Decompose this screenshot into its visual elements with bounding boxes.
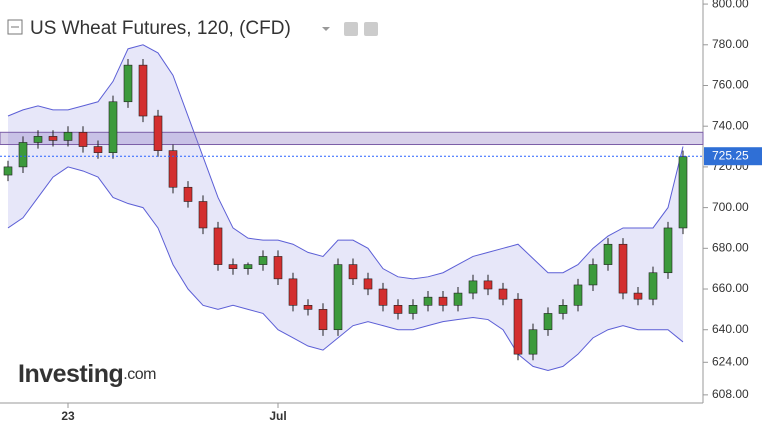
candle-body [273,256,283,280]
candle-body [48,136,58,141]
candle-body [498,288,508,300]
candle-body [303,305,313,310]
x-tick-label: 23 [61,409,75,423]
candle-body [168,150,178,188]
y-tick-label: 608.00 [712,387,749,401]
candle-body [153,115,163,151]
candle-body [213,227,223,265]
candle-body [453,292,463,306]
candle-body [378,288,388,306]
candle-body [78,131,88,147]
candle-body [243,264,253,269]
resistance-zone [0,131,704,146]
candle-body [3,166,13,176]
candle-body [138,64,148,117]
brand-name: Investing [18,360,123,388]
y-tick-label: 780.00 [712,37,749,51]
candle-body [678,156,688,229]
candle-body [408,305,418,314]
candle-body [288,278,298,306]
y-tick-label: 760.00 [712,78,749,92]
candle-body [483,280,493,290]
candle-body [318,309,328,331]
candle-body [258,256,268,265]
candle-body [123,64,133,103]
candle-body [618,243,628,294]
plot [0,44,704,371]
y-tick-label: 740.00 [712,118,749,132]
eye-icon[interactable] [344,22,358,36]
candle-body [363,278,373,290]
band-upper [7,44,684,280]
y-tick-label: 700.00 [712,200,749,214]
y-tick-label: 800.00 [712,0,749,10]
candle-body [468,280,478,294]
x-tick-label: Jul [269,409,286,423]
candle-body [18,142,28,168]
candle-body [588,264,598,286]
candle-body [348,264,358,280]
candle-body [648,272,658,300]
candle-body [633,292,643,300]
last-price-box [704,147,762,166]
candle-body [63,131,73,141]
band-fill [8,44,683,371]
candle-body [558,305,568,314]
y-tick-label: 680.00 [712,240,749,254]
candle-body [93,146,103,153]
last-price-label: 725.25 [712,148,749,162]
dropdown[interactable] [322,27,330,31]
candle-body [393,305,403,314]
candle-body [543,313,553,331]
candle-body [183,186,193,202]
candle-body [513,298,523,355]
candle-body [603,243,613,265]
y-tick-label: 660.00 [712,281,749,295]
y-tick-label: 640.00 [712,322,749,336]
y-tick-label: 624.00 [712,354,749,368]
brand: Investing.com [18,360,156,388]
candle-body [333,264,343,331]
candle-body [198,201,208,229]
band-lower [7,166,684,371]
candle-body [108,101,118,153]
candle-body [228,264,238,269]
candle-body [663,227,673,274]
candle-body [33,136,43,143]
candle-body [528,329,538,355]
chart-title: US Wheat Futures, 120, (CFD) [30,18,291,39]
settings-icon[interactable] [364,22,378,36]
brand-suffix: .com [123,366,156,383]
candle-body [438,296,448,306]
candle-body [573,284,583,306]
candle-body [423,296,433,306]
